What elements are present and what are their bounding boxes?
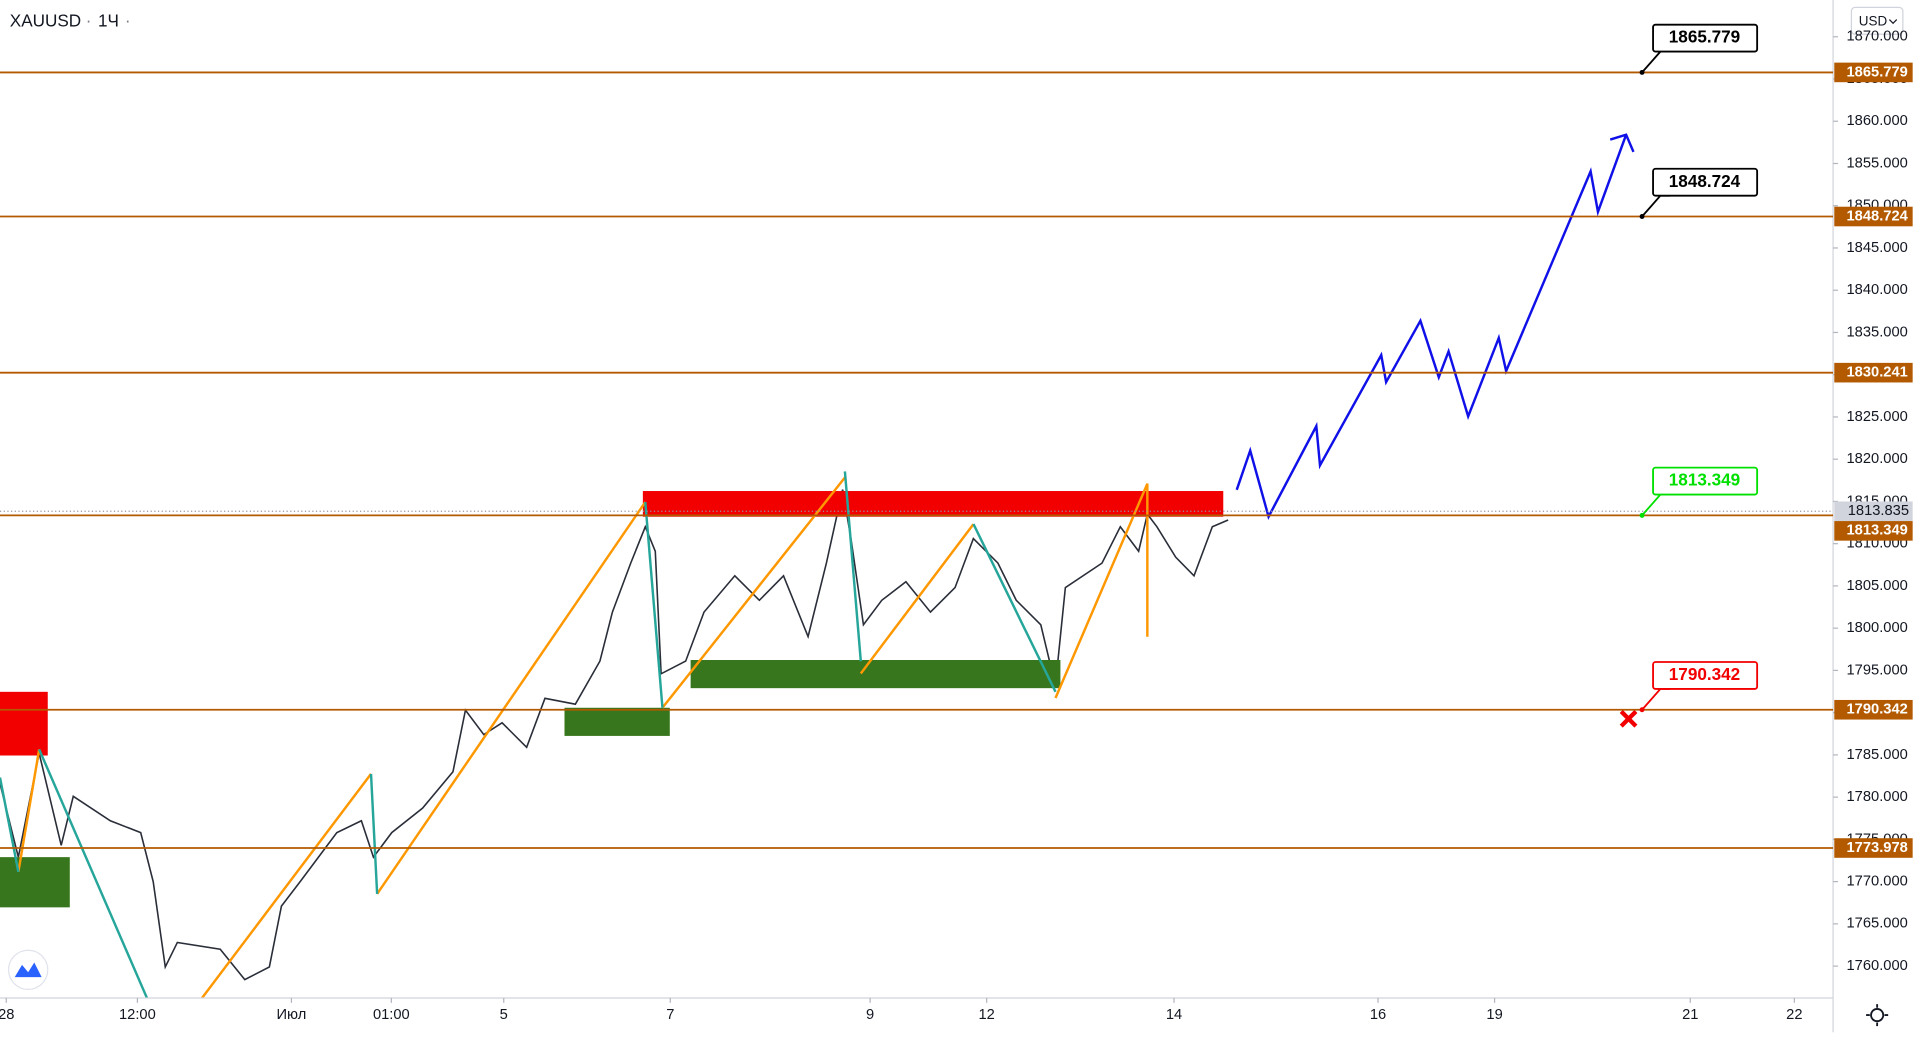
- y-tick-label: 1795.000: [1847, 662, 1908, 678]
- logo-mark: [14, 962, 42, 978]
- y-tick-label: 1845.000: [1847, 240, 1908, 256]
- demand-zone: [564, 707, 670, 736]
- x-tick-label: Июл: [277, 1007, 307, 1023]
- level-tag: [1834, 521, 1913, 541]
- y-tick-label: 1805.000: [1847, 578, 1908, 594]
- last-price-label: 1813.835: [1848, 503, 1909, 519]
- y-tick-label: 1855.000: [1847, 155, 1908, 171]
- x-tick-label: 22: [1786, 1007, 1802, 1023]
- x-tick-label: 21: [1682, 1007, 1698, 1023]
- y-tick-label: 1835.000: [1847, 324, 1908, 340]
- x-tick-label: 01:00: [373, 1007, 410, 1023]
- x-tick-label: 16: [1370, 1007, 1386, 1023]
- callout-box: [1652, 466, 1759, 496]
- settings-teeth: [1866, 1004, 1889, 1027]
- y-tick-label: 1760.000: [1847, 958, 1908, 974]
- level-tag: [1834, 838, 1913, 858]
- level-tag-label: 1830.241: [1847, 365, 1908, 381]
- x-tick-label: 7: [666, 1007, 674, 1023]
- x-tick-label: 5: [500, 1007, 508, 1023]
- callout-box: [1652, 661, 1759, 690]
- currency[interactable]: USD: [1859, 14, 1888, 29]
- demand-zone: [690, 660, 1061, 689]
- x-tick-label: 12:00: [119, 1007, 156, 1023]
- x-tick-label: 12: [979, 1007, 995, 1023]
- y-tick-label: 1765.000: [1847, 916, 1908, 932]
- callout-label: 1865.779: [1669, 27, 1740, 47]
- x-tick-label: 9: [866, 1007, 874, 1023]
- y-tick-label: 1785.000: [1847, 747, 1908, 763]
- callout-box: [1652, 167, 1759, 197]
- y-tick-label: 1860.000: [1847, 113, 1908, 129]
- y-tick-label: 1840.000: [1847, 282, 1908, 298]
- x-tick-label: 28: [0, 1007, 14, 1023]
- logo[interactable]: [7, 949, 49, 991]
- level-tag: [1834, 362, 1913, 383]
- y-tick-label: 1870.000: [1847, 29, 1908, 45]
- level-tag: [1834, 62, 1913, 83]
- level-tag-label: 1848.724: [1847, 208, 1909, 224]
- last-price-tag: [1834, 501, 1913, 522]
- settings-icon[interactable]: [1866, 1004, 1889, 1027]
- callout-box: [1652, 23, 1759, 53]
- interval[interactable]: 1Ч: [98, 11, 119, 31]
- dropdown-icon[interactable]: [1888, 19, 1898, 25]
- stop-marker: [1619, 709, 1638, 728]
- drawings: [0, 133, 1638, 998]
- level-tag-label: 1790.342: [1847, 702, 1908, 718]
- y-tick-label: 1780.000: [1847, 789, 1908, 805]
- level-tag-label: 1773.978: [1847, 840, 1908, 856]
- impulse-leg: [17, 476, 1149, 998]
- supply-zone: [0, 691, 48, 756]
- supply-zone: [642, 491, 1224, 517]
- settings-ring: [1870, 1008, 1885, 1023]
- y-tick-label: 1820.000: [1847, 451, 1908, 467]
- callout-label: 1848.724: [1669, 171, 1741, 191]
- corrective-leg: [0, 471, 1057, 998]
- demand-zone: [0, 857, 70, 908]
- separator: ·: [125, 11, 131, 31]
- x-tick-label: 14: [1166, 1007, 1182, 1023]
- level-tag-label: 1813.349: [1847, 523, 1908, 539]
- level-tag: [1834, 206, 1913, 227]
- y-tick-label: 1800.000: [1847, 620, 1908, 636]
- symbol: XAUUSD: [10, 11, 81, 31]
- y-tick-label: 1825.000: [1847, 409, 1908, 425]
- callout-label: 1790.342: [1669, 664, 1740, 684]
- level-tag-label: 1865.779: [1847, 64, 1908, 80]
- separator: ·: [86, 11, 92, 31]
- x-tick-label: 19: [1486, 1007, 1502, 1023]
- y-tick-label: 1770.000: [1847, 873, 1908, 889]
- projection-path: [1235, 133, 1635, 521]
- currency-button[interactable]: [1850, 6, 1904, 35]
- callout-label: 1813.349: [1669, 470, 1740, 490]
- level-tag: [1834, 699, 1913, 720]
